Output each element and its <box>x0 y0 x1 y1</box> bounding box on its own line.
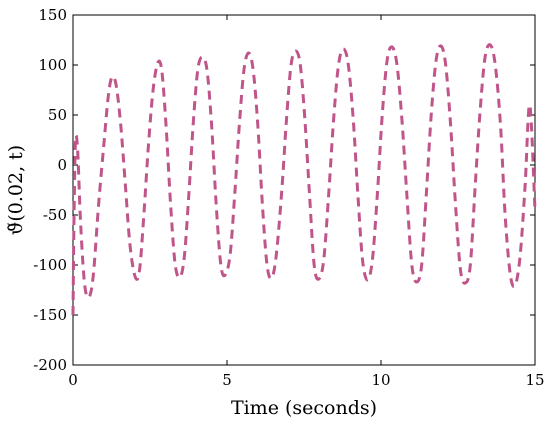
y-tick-label: 150 <box>38 6 67 24</box>
x-axis-label: Time (seconds) <box>231 397 377 419</box>
x-tick-label: 10 <box>371 371 390 389</box>
y-tick-label: -200 <box>33 356 67 374</box>
x-tick-label: 5 <box>222 371 232 389</box>
x-tick-label: 15 <box>525 371 544 389</box>
series-group <box>71 43 537 316</box>
y-tick-label: 100 <box>38 56 67 74</box>
y-tick-label: 0 <box>57 156 67 174</box>
y-axis-label: ϑ̃(0.02, t) <box>5 145 27 235</box>
tick-labels: 0 5 10 15 -200 -150 -100 -50 0 50 100 150 <box>33 6 544 389</box>
plot-area <box>72 14 536 366</box>
x-tick-label: 0 <box>68 371 78 389</box>
y-tick-label: -100 <box>33 256 67 274</box>
y-tick-label: -150 <box>33 306 67 324</box>
series-line-0 <box>71 43 537 316</box>
y-tick-label: -50 <box>43 206 67 224</box>
y-tick-label: 50 <box>48 106 67 124</box>
